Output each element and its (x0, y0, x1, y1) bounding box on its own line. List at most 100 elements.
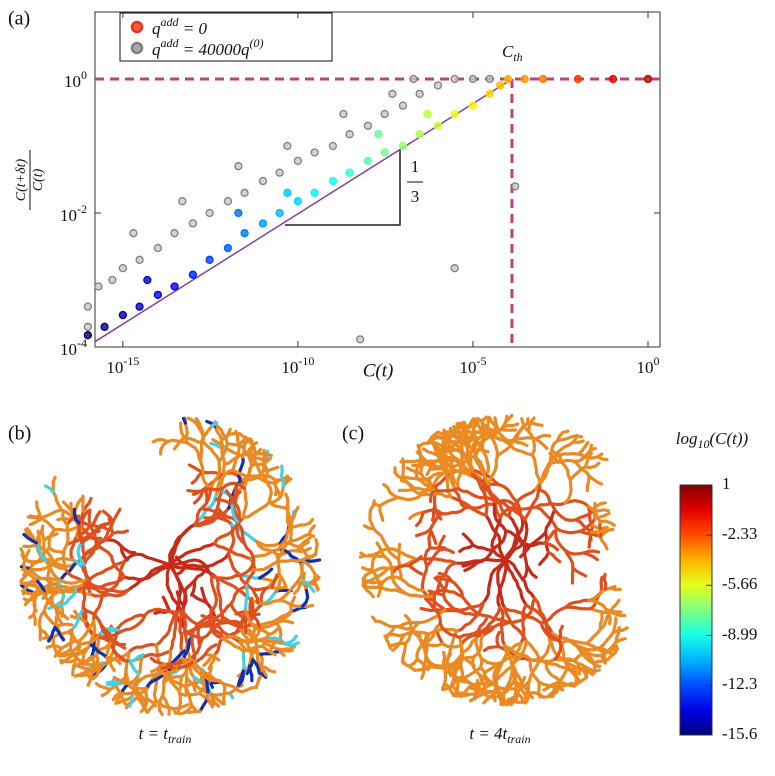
scatter-point (101, 323, 108, 330)
network-branch (53, 492, 61, 510)
network-branch (589, 532, 591, 547)
network-branch (145, 708, 147, 712)
network-branch (584, 551, 599, 553)
panel-label: (c) (342, 423, 364, 445)
network-branch (70, 630, 72, 650)
scatter-point (119, 265, 126, 272)
scatter-point (346, 131, 353, 138)
scatter-point (375, 131, 382, 138)
networks (21, 415, 627, 714)
network-branch (439, 549, 453, 552)
panel-label: (a) (8, 8, 30, 30)
network-branch (419, 442, 433, 447)
text-script: th (513, 50, 522, 64)
scatter-point (224, 198, 231, 205)
network-branch (450, 428, 451, 438)
legend-label: qadd = 0 (152, 15, 207, 38)
network-branch (587, 476, 589, 491)
network-branch (598, 454, 602, 457)
y-label-numerator: C(t+δt) (14, 158, 29, 201)
network-branch (577, 436, 582, 437)
scatter-point (84, 303, 91, 310)
panel-label: (b) (8, 423, 31, 445)
scatter-point (259, 178, 266, 185)
scatter-point (416, 90, 423, 97)
text-part: = 0 (179, 19, 208, 38)
x-axis-label: C(t) (363, 360, 394, 381)
scatter-point (539, 76, 546, 83)
legend-marker (132, 43, 142, 53)
network-branch (107, 683, 122, 685)
scatter-point (451, 111, 458, 118)
text-part: = 40000q (179, 40, 250, 59)
network-branch (589, 671, 594, 672)
network-branch (535, 439, 547, 448)
network-branch (34, 615, 36, 625)
network-branch (57, 624, 72, 625)
scatter-point (329, 178, 336, 185)
network-branch (500, 607, 505, 646)
network-branch (266, 638, 281, 639)
network-branch (291, 608, 305, 612)
network-branch (309, 519, 312, 523)
text-script: add (161, 15, 180, 29)
network-branch (380, 498, 398, 506)
network-branch (187, 443, 201, 462)
scatter-point (119, 312, 126, 319)
network-branch (402, 476, 417, 478)
scatter-point (434, 122, 441, 129)
scatter-point (497, 82, 504, 89)
text-part: t = t (139, 724, 170, 743)
network-branch (417, 530, 431, 536)
text-part: log (676, 429, 698, 448)
network-branch (245, 586, 247, 611)
text-part: 10 (637, 358, 654, 377)
scatter-point (504, 76, 511, 83)
network-branch (282, 466, 284, 486)
network-branch (541, 607, 566, 623)
network-branch (260, 578, 275, 582)
network-branch (290, 521, 291, 541)
network-branch (562, 462, 571, 480)
text-part: 10 (60, 206, 77, 225)
network-branch (551, 460, 575, 463)
network-branch (53, 477, 55, 492)
network-branch (236, 431, 238, 436)
network-branch (129, 645, 157, 653)
network-branch (555, 510, 576, 521)
network-branch (532, 455, 540, 484)
network-branch (113, 509, 120, 522)
network-branch (398, 495, 422, 500)
network-branch (201, 437, 203, 462)
network-branch (284, 636, 296, 643)
network-branch (267, 454, 272, 456)
text-part: 10 (64, 72, 81, 91)
network-branch (606, 609, 621, 612)
scatter-point (486, 90, 493, 97)
network-branch (371, 501, 375, 510)
network-branch (562, 643, 568, 667)
network-branch (384, 485, 398, 498)
scatter-point (364, 122, 371, 129)
network-branch (253, 588, 268, 590)
text-script: (0) (249, 36, 263, 50)
text-script: -15 (123, 354, 139, 368)
scatter-point (451, 76, 458, 83)
network-branch (443, 652, 444, 667)
network-branch (198, 629, 199, 644)
network-branch (396, 626, 411, 629)
scatter-point (294, 157, 301, 164)
scatter-point (434, 82, 441, 89)
network-branch (535, 435, 549, 439)
network-branch (49, 530, 55, 548)
scatter-point (241, 189, 248, 196)
scatter-point (241, 230, 248, 237)
scatter-point (357, 336, 364, 343)
network-branch (30, 516, 40, 517)
plot-area (84, 12, 660, 347)
network-branch (372, 556, 375, 571)
network-branch (566, 607, 591, 609)
network-branch (527, 419, 528, 424)
network-branch (478, 433, 493, 435)
